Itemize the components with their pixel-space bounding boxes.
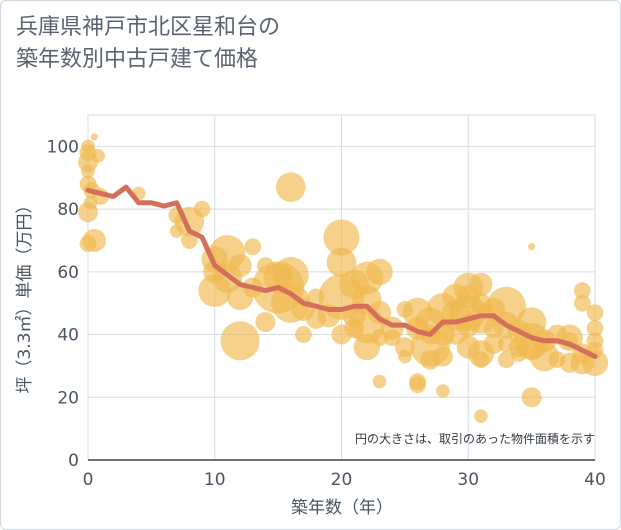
data-bubble xyxy=(91,148,105,163)
y-tick-label: 100 xyxy=(47,137,79,157)
average-price-line xyxy=(85,184,598,359)
data-bubble xyxy=(573,282,591,300)
data-bubble xyxy=(244,238,262,256)
data-bubble xyxy=(432,346,453,367)
data-bubble xyxy=(228,253,252,278)
data-bubble xyxy=(573,294,591,312)
chart-title-line1: 兵庫県神戸市北区星和台の xyxy=(16,15,281,40)
data-bubble xyxy=(193,200,211,218)
data-bubble xyxy=(78,202,98,223)
data-bubble xyxy=(521,387,542,408)
bubble-layer xyxy=(78,133,609,423)
x-tick-label: 10 xyxy=(204,470,226,490)
data-bubble xyxy=(255,312,276,332)
data-bubble xyxy=(586,304,604,321)
data-bubble xyxy=(366,258,393,286)
y-tick-label: 60 xyxy=(57,263,79,283)
x-tick-label: 30 xyxy=(457,470,479,490)
y-tick-label: 0 xyxy=(68,451,79,471)
data-bubble xyxy=(483,333,504,354)
data-bubble xyxy=(295,326,312,343)
data-bubble xyxy=(272,256,309,293)
data-bubble xyxy=(436,384,450,398)
x-tick-label: 20 xyxy=(331,470,353,490)
y-tick-label: 20 xyxy=(57,388,79,408)
x-axis-label: 築年数（年） xyxy=(291,498,393,518)
data-bubble xyxy=(276,172,306,202)
data-bubble xyxy=(79,235,97,252)
x-tick-label: 0 xyxy=(83,470,94,490)
x-tick-label: 40 xyxy=(584,470,606,490)
data-bubble xyxy=(326,247,357,278)
data-bubble xyxy=(181,232,198,249)
data-bubble xyxy=(586,319,604,337)
data-bubble xyxy=(323,219,360,256)
data-bubble xyxy=(497,351,515,369)
data-bubble xyxy=(469,272,493,296)
data-bubble xyxy=(90,133,98,141)
y-tick-label: 80 xyxy=(57,200,79,220)
data-bubble xyxy=(474,409,488,423)
bubble-size-note: 円の大きさは、取引のあった物件面積を示す xyxy=(355,431,595,446)
data-bubble xyxy=(398,349,412,364)
chart-title: 兵庫県神戸市北区星和台の 築年数別中古戸建て価格 xyxy=(16,12,280,76)
axes: 0 10 20 30 40 0 20 40 60 80 100 xyxy=(47,137,606,490)
data-bubble xyxy=(528,243,536,251)
data-bubble xyxy=(367,300,392,325)
trend-line-layer xyxy=(85,184,598,359)
data-bubble xyxy=(409,376,426,394)
data-bubble xyxy=(169,224,184,238)
data-bubble xyxy=(472,351,490,369)
data-bubble xyxy=(372,374,387,389)
y-tick-label: 40 xyxy=(57,326,79,346)
y-axis-label: 坪（3.3㎡）単価（万円） xyxy=(15,196,35,393)
data-bubble xyxy=(81,164,95,179)
data-bubble xyxy=(581,349,609,376)
chart-title-line2: 築年数別中古戸建て価格 xyxy=(16,47,259,72)
data-bubble xyxy=(220,321,260,361)
